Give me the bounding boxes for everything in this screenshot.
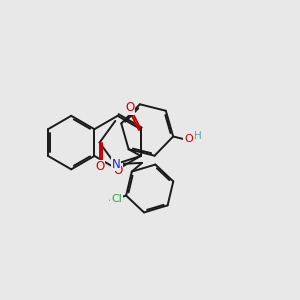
Text: N: N [112,158,121,171]
Text: H: H [194,131,202,141]
Text: O: O [95,160,105,173]
Text: Cl: Cl [111,194,122,204]
Text: O: O [125,101,134,114]
Text: O: O [113,164,123,177]
Text: O: O [184,134,193,144]
